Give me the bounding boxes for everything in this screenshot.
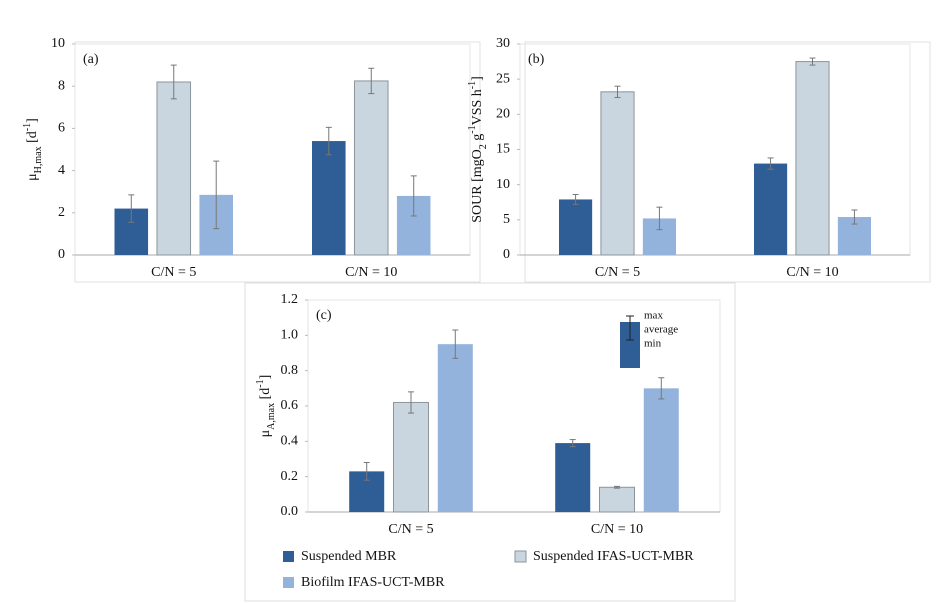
bar <box>643 388 679 512</box>
bar <box>437 344 473 512</box>
x-tick-label: C/N = 10 <box>786 265 838 280</box>
y-axis-label-part: ] <box>258 375 273 380</box>
legend-label: Biofilm IFAS-UCT-MBR <box>301 575 445 590</box>
y-axis-label: μH,max [d-1] <box>22 118 44 181</box>
y-axis-label-part: μ <box>258 430 273 438</box>
legend-label: Suspended IFAS-UCT-MBR <box>533 549 694 564</box>
x-tick-label: C/N = 5 <box>595 265 640 280</box>
y-axis-label-part: VSS h <box>470 89 485 125</box>
y-tick-label: 0 <box>503 247 510 262</box>
error-key-label: max <box>644 310 663 322</box>
bar <box>598 486 636 513</box>
error-key-label: average <box>644 324 678 336</box>
bar <box>795 61 830 256</box>
x-tick-label: C/N = 5 <box>388 522 433 537</box>
error-key-label: min <box>644 338 662 350</box>
legend-label: Suspended MBR <box>301 549 397 564</box>
y-tick-label: 30 <box>496 36 510 51</box>
panel-label: (a) <box>83 52 99 67</box>
x-tick-label: C/N = 5 <box>151 265 196 280</box>
legend-swatch <box>283 551 294 562</box>
y-axis-label-part: -1 <box>22 123 33 131</box>
y-axis-label-part: [d <box>25 131 40 146</box>
panel-label: (b) <box>528 52 545 67</box>
y-tick-label: 10 <box>51 36 65 51</box>
bar <box>559 199 593 255</box>
y-tick-label: 6 <box>58 121 65 136</box>
y-axis-label-part: A,max <box>266 403 277 430</box>
error-key-bar <box>620 322 640 368</box>
y-axis-label-part: g <box>470 134 485 145</box>
y-tick-label: 0.2 <box>281 469 299 484</box>
y-axis-label-part: ] <box>25 118 40 123</box>
y-tick-label: 0 <box>58 247 65 262</box>
y-axis-label-part: H,max <box>33 146 44 173</box>
y-axis-label-part: -1 <box>467 81 478 89</box>
bar <box>754 163 788 255</box>
y-tick-label: 4 <box>58 163 65 178</box>
legend-swatch <box>514 550 527 563</box>
bar <box>555 443 591 512</box>
y-axis-label-part: μ <box>25 173 40 181</box>
y-tick-label: 0.6 <box>281 398 299 413</box>
y-tick-label: 0.0 <box>281 504 299 519</box>
bar <box>392 401 430 513</box>
y-tick-label: 10 <box>496 177 510 192</box>
y-tick-label: 0.4 <box>281 434 299 449</box>
bar <box>600 91 635 256</box>
bar <box>353 80 389 256</box>
y-tick-label: 15 <box>496 142 510 157</box>
panel-frame <box>244 282 736 602</box>
y-tick-label: 1.0 <box>281 328 299 343</box>
y-tick-label: 1.2 <box>281 292 299 307</box>
y-axis-label-part: -1 <box>255 379 266 387</box>
bar <box>156 81 192 256</box>
y-axis-label-part: [d <box>258 388 273 403</box>
y-axis-label: SOUR [mgO2 g-1VSS h-1] <box>467 76 489 223</box>
bar <box>312 141 346 255</box>
panel-label: (c) <box>316 308 332 323</box>
y-axis-label: μA,max [d-1] <box>255 375 277 438</box>
y-axis-label-part: ] <box>470 76 485 81</box>
x-tick-label: C/N = 10 <box>345 265 397 280</box>
y-tick-label: 2 <box>58 205 65 220</box>
y-axis-label-part: 2 <box>478 144 489 149</box>
y-tick-label: 20 <box>496 107 510 122</box>
legend-swatch <box>283 577 294 588</box>
y-tick-label: 8 <box>58 78 65 93</box>
y-axis-label-part: -1 <box>467 125 478 133</box>
panel-frame <box>524 41 931 283</box>
y-tick-label: 0.8 <box>281 363 299 378</box>
y-axis-label-part: SOUR [mgO <box>470 149 485 223</box>
x-tick-label: C/N = 10 <box>591 522 643 537</box>
y-tick-label: 25 <box>496 71 510 86</box>
y-tick-label: 5 <box>503 212 510 227</box>
